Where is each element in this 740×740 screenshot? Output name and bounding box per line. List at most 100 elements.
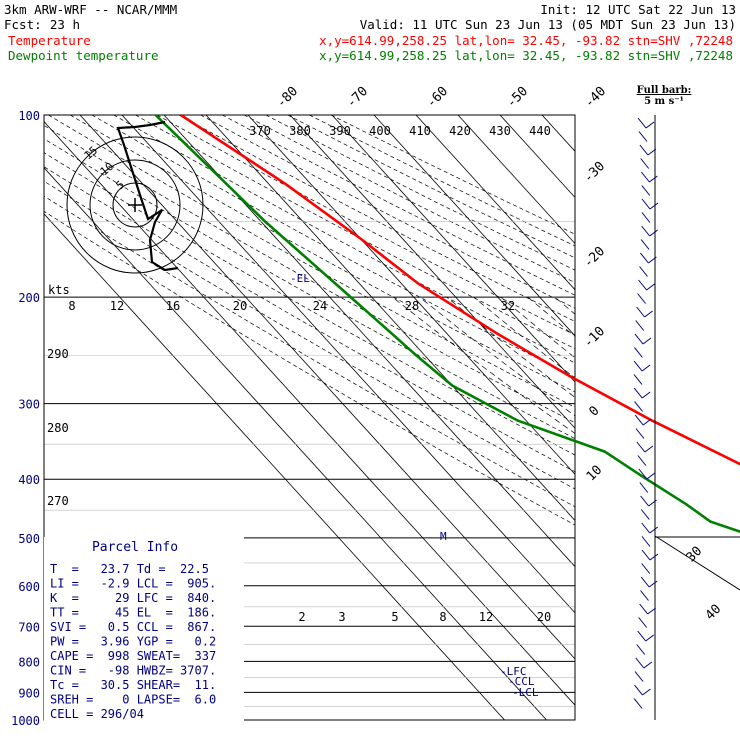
mixing-ratio-label: 2	[298, 610, 305, 624]
isotherm-label: 0	[586, 403, 602, 419]
isotherm-line	[79, 115, 575, 660]
moist-adiabat	[446, 296, 575, 398]
wind-barb-flag	[645, 634, 654, 642]
wind-barb	[640, 509, 650, 520]
dry-adiabat	[48, 115, 575, 408]
isotherm-label: -50	[504, 84, 531, 111]
barb-legend-line1: Full barb:	[637, 85, 692, 96]
wind-barb	[634, 333, 644, 345]
dry-adiabat	[222, 115, 575, 296]
sounding-annotation: -EL	[290, 272, 310, 285]
plot-frame	[43, 114, 576, 721]
isotherm-line	[44, 213, 506, 720]
wind-barb	[636, 441, 646, 453]
wind-barb	[640, 252, 649, 264]
parcel-info-row: TT = 45 EL = 186.	[50, 606, 216, 620]
dewpoint-legend: Dewpoint temperature	[8, 48, 159, 63]
isotherm-line	[710, 115, 740, 733]
wind-barb	[638, 468, 648, 480]
wind-barb	[634, 671, 644, 682]
pressure-label: 300	[18, 398, 40, 412]
wind-barb-flag	[648, 499, 657, 507]
wind-barb	[640, 590, 649, 601]
adiabat-label: 290	[47, 347, 69, 361]
moist-adiabat	[690, 297, 740, 733]
moist-adiabat	[582, 297, 740, 733]
hodo-speed-label: 28	[405, 299, 419, 313]
dewpoint-profile	[154, 114, 740, 533]
parcel-info-row: CIN = -98 HWBZ= 3707.	[50, 664, 216, 678]
wind-barb-flag	[645, 121, 655, 129]
mixing-ratio-label: 3	[338, 610, 345, 624]
isotherm-label: -10	[581, 324, 608, 351]
wind-barb	[641, 185, 651, 196]
dry-adiabat	[44, 195, 575, 508]
moist-adiabat	[527, 296, 575, 337]
wind-barb	[636, 306, 645, 318]
isotherm-label: -40	[582, 84, 609, 111]
wind-barb-flag	[649, 526, 659, 534]
hodo-trace	[116, 120, 179, 272]
wind-barb	[641, 212, 651, 223]
hodo-speed-label: 20	[233, 299, 247, 313]
wind-barb	[641, 198, 651, 210]
isotherm-line	[541, 115, 575, 152]
isotherm-line	[205, 115, 575, 522]
wind-barb-flag	[642, 337, 652, 345]
pressure-label: 800	[18, 655, 40, 669]
sounding-annotation: -LFC	[500, 665, 527, 678]
model-title: 3km ARW-WRF -- NCAR/MMM	[4, 2, 177, 17]
wind-barb-flag	[647, 607, 656, 615]
dry-adiabat	[265, 115, 575, 271]
moist-adiabat	[636, 297, 740, 733]
dewpoint-location: x,y=614.99,258.25 lat,lon= 32.45, -93.82…	[319, 48, 733, 63]
wind-barb-flag	[648, 580, 658, 588]
parcel-info-panel: Parcel Info T = 23.7 Td = 22.5LI = -2.9 …	[44, 537, 244, 727]
wind-barb	[640, 576, 650, 588]
moist-adiabat	[392, 296, 575, 434]
hodo-speed-label: 8	[68, 299, 75, 313]
mixing-ratio-label: 12	[479, 610, 493, 624]
isotherm-line	[584, 115, 740, 733]
isotherm-line	[626, 115, 740, 733]
wind-barb-flag	[649, 553, 659, 561]
wind-barb	[641, 536, 651, 547]
pressure-label: 900	[18, 686, 40, 700]
dry-adiabat	[44, 210, 575, 526]
wind-barb	[639, 266, 648, 277]
isotherm-label: -70	[344, 84, 371, 111]
wind-barb	[634, 347, 643, 358]
parcel-info-row: SREH = 0 LAPSE= 6.0	[50, 693, 216, 707]
wind-barb	[639, 144, 649, 156]
wind-barb	[638, 131, 648, 142]
mixing-ratio-label: 20	[537, 610, 551, 624]
wind-barb	[641, 563, 651, 574]
theta-label: 400	[369, 124, 391, 138]
wind-barb	[635, 428, 645, 439]
theta-label: 410	[409, 124, 431, 138]
wind-barb	[635, 657, 645, 669]
parcel-info-row: K = 29 LFC = 840.	[50, 591, 216, 605]
pressure-label: 1000	[11, 714, 40, 728]
parcel-info-row: T = 23.7 Td = 22.5	[50, 562, 209, 576]
isotherm-line	[668, 115, 740, 733]
wind-barb	[633, 387, 643, 399]
moist-adiabat	[609, 297, 740, 733]
wind-barb	[639, 603, 649, 615]
wind-barb-flag	[644, 310, 653, 318]
wind-barb-flag	[641, 391, 651, 399]
wind-barb-flag	[649, 175, 658, 183]
isotherm-line	[121, 115, 575, 614]
pressure-label: 400	[18, 473, 40, 487]
wind-barb	[640, 171, 650, 183]
sounding-annotation: -CCL	[508, 675, 535, 688]
wind-barb	[636, 644, 646, 655]
temperature-profile	[180, 113, 740, 466]
moist-adiabat	[554, 296, 575, 315]
isotherm-line	[373, 115, 575, 337]
mixing-ratio-label: 8	[439, 610, 446, 624]
pressure-label: 500	[18, 532, 40, 546]
wind-barb	[641, 549, 651, 561]
sounding-annotation: M	[440, 530, 447, 543]
